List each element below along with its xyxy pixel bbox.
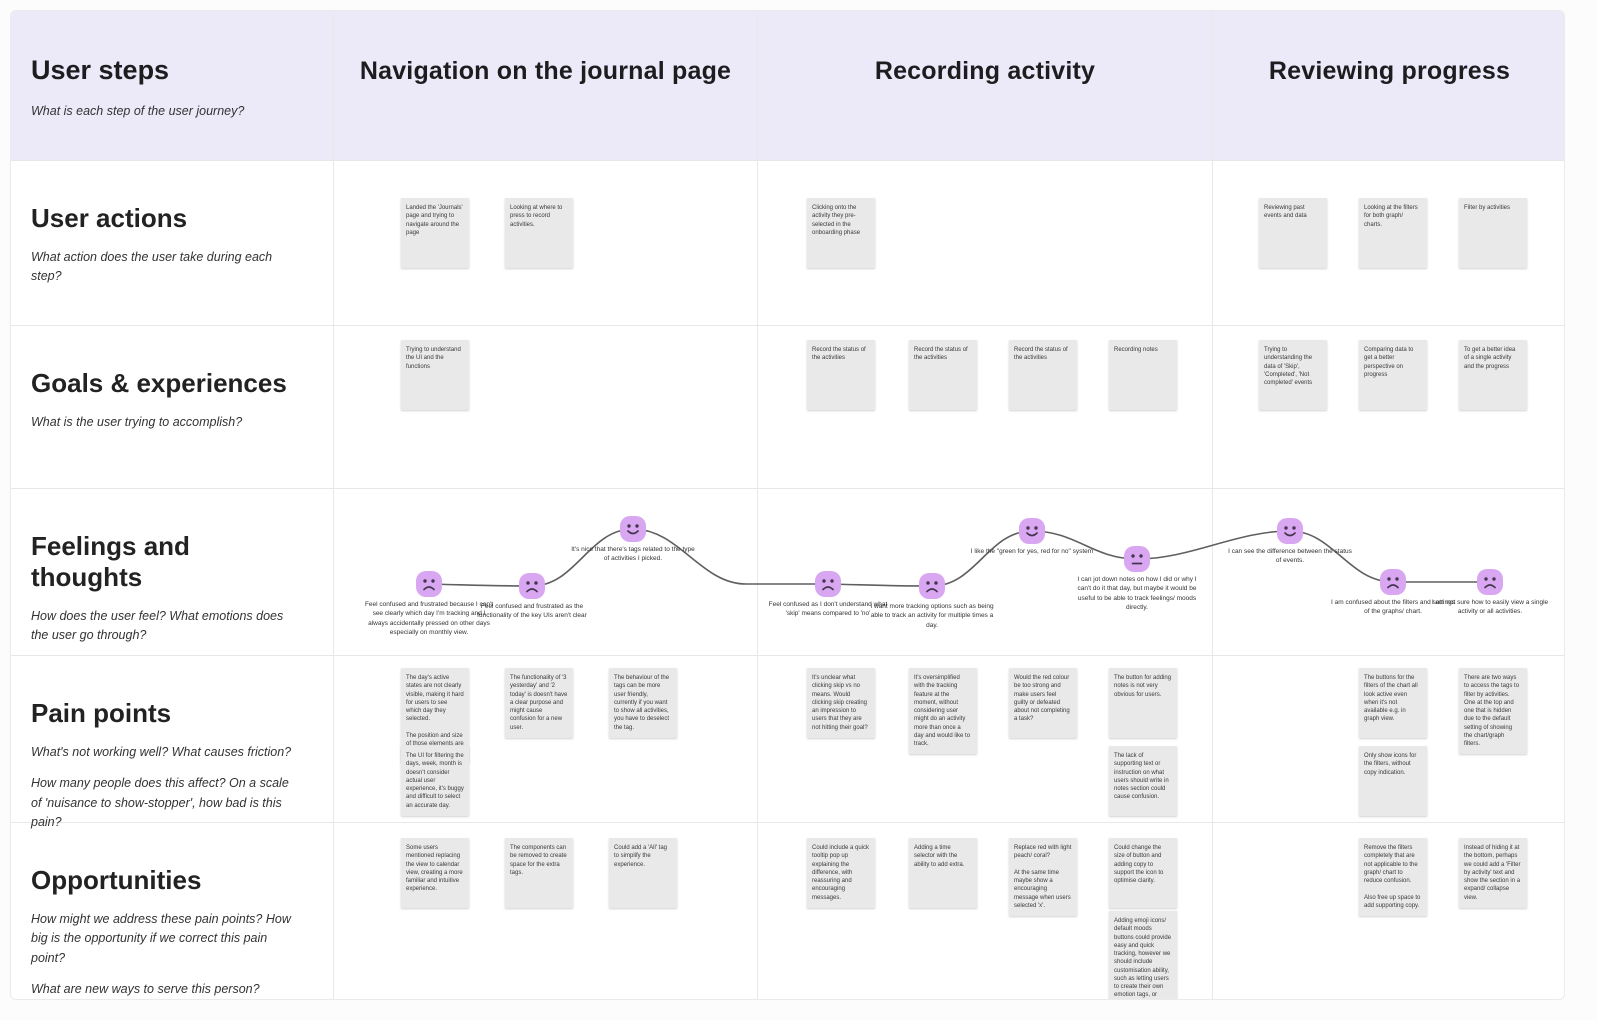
sticky-note[interactable]: Record the status of the activities [909, 340, 977, 410]
row-subtitle-2: How many people does this affect? On a s… [31, 776, 289, 830]
sticky-note[interactable]: Record the status of the activities [807, 340, 875, 410]
neutral-face-icon[interactable] [1124, 546, 1150, 572]
sticky-note[interactable]: Could include a quick tooltip pop up exp… [807, 838, 875, 908]
sticky-note[interactable]: Some users mentioned replacing the view … [401, 838, 469, 908]
sticky-note[interactable]: Clicking onto the activity they pre-sele… [807, 198, 875, 268]
row-subtitle: How does the user feel? What emotions do… [31, 609, 284, 643]
emotion-label: I am confused about the filters and sett… [1331, 599, 1455, 616]
column-header-reviewing: Reviewing progress [1213, 11, 1564, 161]
sad-face-icon[interactable] [1477, 569, 1503, 595]
column-header-recording: Recording activity [758, 11, 1213, 161]
emotion-label: It's nice that there's tags related to t… [571, 546, 695, 563]
cell-goals-navigation [334, 326, 758, 489]
row-title: Feelings and thoughts [31, 531, 190, 592]
sticky-note[interactable]: Could add a 'All' tag to simplify the ex… [609, 838, 677, 908]
cell-opportunities-recording [758, 823, 1213, 999]
sad-face-icon[interactable] [519, 573, 545, 599]
sticky-note[interactable]: The button for adding notes is not very … [1109, 668, 1177, 738]
emotion-label: Feel confused as I don't understand what… [768, 601, 888, 618]
sticky-note[interactable]: Recording notes [1109, 340, 1177, 410]
row-subtitle-2: What are new ways to serve this person? [31, 982, 260, 997]
sticky-note[interactable]: Comparing data to get a better perspecti… [1359, 340, 1427, 410]
happy-face-icon[interactable] [620, 516, 646, 542]
emotion-label: I can jot down notes on how I did or why… [1077, 576, 1197, 612]
row-subtitle: What is the user trying to accomplish? [31, 415, 243, 429]
cell-goals-recording [758, 326, 1213, 489]
cell-opportunities-navigation [334, 823, 758, 999]
sad-face-icon[interactable] [815, 571, 841, 597]
row-subtitle: What action does the user take during ea… [31, 250, 273, 284]
sticky-note[interactable]: Could change the size of button and addi… [1109, 838, 1177, 908]
row-title: Opportunities [31, 865, 202, 895]
cell-user-actions-reviewing [1213, 161, 1564, 326]
emotion-label: Feel confused and frustrated because I c… [364, 601, 494, 637]
cell-pain-recording [758, 656, 1213, 823]
cell-pain-navigation [334, 656, 758, 823]
row-subtitle: What's not working well? What causes fri… [31, 745, 292, 759]
row-title: User actions [31, 203, 188, 233]
sticky-note[interactable]: There are two ways to access the tags to… [1459, 668, 1527, 755]
row-title: Pain points [31, 698, 172, 728]
happy-face-icon[interactable] [1019, 518, 1045, 544]
sad-face-icon[interactable] [416, 571, 442, 597]
emotion-label: I am not sure how to easily view a singl… [1431, 599, 1549, 616]
row-label-pain-points: Pain points What's not working well? Wha… [11, 656, 334, 829]
sticky-note[interactable]: Looking at the filters for both graph/ c… [1359, 198, 1427, 268]
notes-overlay: Landed the 'Journals' page and trying to… [11, 11, 1564, 999]
sticky-note[interactable]: Instead of hiding it at the bottom, perh… [1459, 838, 1527, 908]
sticky-note[interactable]: The UI for filtering the days, week, mon… [401, 746, 469, 816]
sticky-note[interactable]: To get a better idea of a single activit… [1459, 340, 1527, 410]
emotion-label: I want more tracking options such as bei… [870, 603, 994, 629]
sticky-note[interactable]: Filter by activities [1459, 198, 1527, 268]
sticky-note[interactable]: The functionality of '3 yesterday' and '… [505, 668, 573, 738]
sticky-note[interactable]: The components can be removed to create … [505, 838, 573, 908]
cell-user-actions-recording [758, 161, 1213, 326]
header-user-steps: User steps What is each step of the user… [11, 11, 334, 161]
row-title: Goals & experiences [31, 368, 287, 398]
sticky-note[interactable]: Would the red colour be too strong and m… [1009, 668, 1077, 738]
row-label-user-actions: User actions What action does the user t… [11, 161, 334, 326]
sticky-note[interactable]: It's oversimplified with the tracking fe… [909, 668, 977, 755]
sticky-note[interactable]: Landed the 'Journals' page and trying to… [401, 198, 469, 268]
emotion-label: I like the "green for yes, red for no" s… [970, 548, 1094, 555]
sticky-note[interactable]: Adding emoji icons/ default moods button… [1109, 911, 1177, 999]
cell-user-actions-navigation [334, 161, 758, 326]
sad-face-icon[interactable] [1380, 569, 1406, 595]
user-steps-subtitle: What is each step of the user journey? [31, 104, 245, 118]
cell-goals-reviewing [1213, 326, 1564, 489]
emotion-label: I can see the difference between the sta… [1228, 548, 1352, 565]
row-subtitle: How might we address these pain points? … [31, 912, 291, 965]
journey-map-board: User steps What is each step of the user… [10, 10, 1565, 1000]
sticky-note[interactable]: Adding a time selector with the ability … [909, 838, 977, 908]
row-label-feelings: Feelings and thoughts How does the user … [11, 489, 334, 656]
column-header-navigation: Navigation on the journal page [334, 11, 758, 161]
sticky-note[interactable]: Trying to understanding the data of 'Ski… [1259, 340, 1327, 410]
journey-map-grid: User steps What is each step of the user… [11, 11, 1564, 999]
row-label-opportunities: Opportunities How might we address these… [11, 823, 334, 999]
cell-pain-reviewing [1213, 656, 1564, 823]
sticky-note[interactable]: Looking at where to press to record acti… [505, 198, 573, 268]
sticky-note[interactable]: Trying to understand the UI and the func… [401, 340, 469, 410]
sticky-note[interactable]: Only show icons for the filters, without… [1359, 746, 1427, 816]
sticky-note[interactable]: Reviewing past events and data [1259, 198, 1327, 268]
happy-face-icon[interactable] [1277, 518, 1303, 544]
sad-face-icon[interactable] [919, 573, 945, 599]
sticky-note[interactable]: The lack of supporting text or instructi… [1109, 746, 1177, 816]
emotion-label: Feel confused and frustrated as the func… [477, 603, 587, 620]
sticky-note[interactable]: Remove the filters completely that are n… [1359, 838, 1427, 917]
sticky-note[interactable]: Record the status of the activities [1009, 340, 1077, 410]
sticky-note[interactable]: The buttons for the filters of the chart… [1359, 668, 1427, 738]
cell-feelings-reviewing [1213, 489, 1564, 656]
user-steps-title: User steps [31, 55, 170, 85]
sticky-note[interactable]: It's unclear what clicking skip vs no me… [807, 668, 875, 738]
sticky-note[interactable]: Replace red with light peach/ coral? At … [1009, 838, 1077, 917]
sticky-note[interactable]: The behaviour of the tags can be more us… [609, 668, 677, 738]
row-label-goals: Goals & experiences What is the user try… [11, 326, 334, 489]
